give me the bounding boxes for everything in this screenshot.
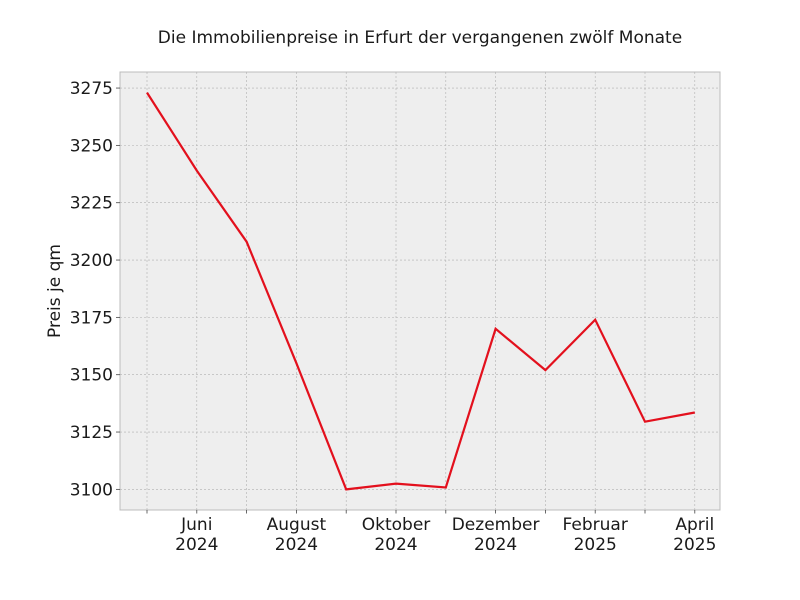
x-tick-label: Februar 2025 <box>563 515 628 555</box>
y-tick-label: 3200 <box>70 251 113 271</box>
chart-title: Die Immobilienpreise in Erfurt der verga… <box>158 28 682 48</box>
y-tick-label: 3100 <box>70 480 113 500</box>
series-layer <box>146 92 695 491</box>
y-tick-label: 3150 <box>70 366 113 386</box>
y-tick-label: 3225 <box>70 194 113 214</box>
y-axis-label: Preis je qm <box>45 244 65 338</box>
y-tick-label: 3125 <box>70 423 113 443</box>
x-tick-label: April 2025 <box>673 515 716 555</box>
y-tick-label: 3175 <box>70 308 113 328</box>
x-tick-label: Dezember 2024 <box>452 515 540 555</box>
grid-lines <box>120 72 720 510</box>
x-tick-label: Juni 2024 <box>175 515 218 555</box>
y-tick-label: 3250 <box>70 136 113 156</box>
series-line <box>146 92 695 491</box>
x-tick-label: Oktober 2024 <box>362 515 431 555</box>
y-axis: 3100 3125 3150 3175 3200 3225 3250 3275 <box>70 79 120 500</box>
plot-area <box>119 71 721 511</box>
y-tick-label: 3275 <box>70 79 113 99</box>
x-axis: Juni 2024 August 2024 Oktober 2024 Dezember 202… <box>146 510 716 555</box>
x-tick-label: August 2024 <box>267 515 327 555</box>
